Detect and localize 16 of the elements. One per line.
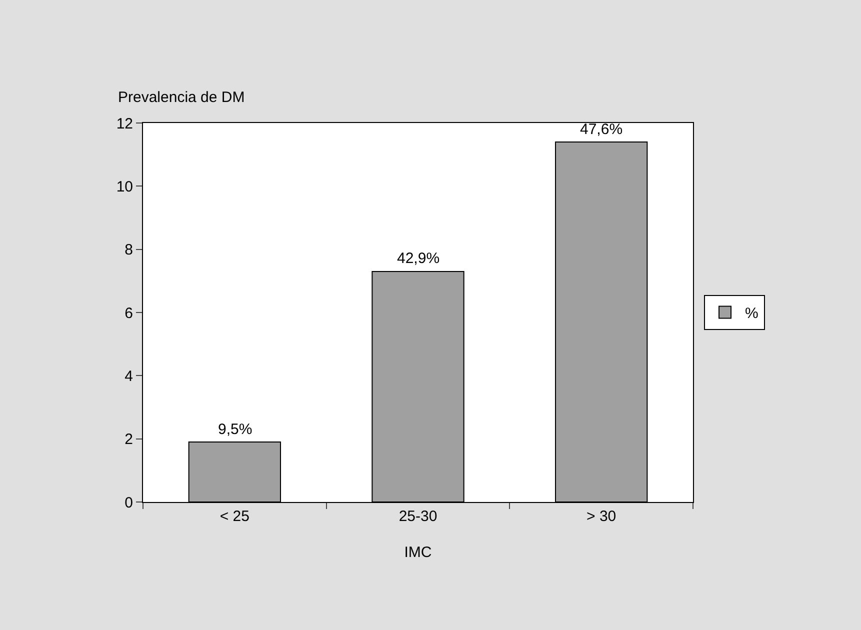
y-tick-label: 10 — [116, 178, 133, 196]
y-tick-label: 6 — [124, 304, 133, 322]
x-tick-label: > 30 — [586, 508, 616, 525]
y-tick-label: 2 — [124, 431, 133, 448]
x-tick-label: 25-30 — [398, 508, 438, 525]
y-tick-label: 12 — [116, 115, 133, 132]
x-axis-title: IMC — [404, 544, 432, 561]
x-tick-label: < 25 — [220, 508, 250, 525]
y-axis-title: Prevalencia de DM — [118, 89, 245, 106]
y-tick-label: 4 — [124, 368, 133, 385]
y-tick-label: 8 — [124, 242, 133, 259]
legend-label: % — [745, 305, 758, 322]
annotation: 47,6% — [580, 121, 623, 138]
y-tick-label: 0 — [124, 494, 133, 512]
annotation: 9,5% — [218, 421, 252, 438]
annotation: 42,9% — [397, 250, 440, 267]
